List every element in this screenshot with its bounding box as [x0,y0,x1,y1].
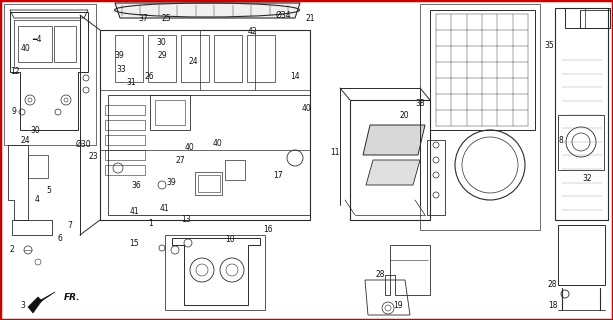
Text: 4: 4 [34,196,39,204]
Text: 28: 28 [547,280,557,289]
Text: 20: 20 [400,111,409,120]
Text: 36: 36 [131,181,141,190]
Bar [155,100,185,125]
Text: 11: 11 [330,148,340,157]
Text: 41: 41 [159,204,169,213]
Text: 30: 30 [31,126,40,135]
Bar [14,20,80,68]
Bar [420,4,540,230]
Text: 1: 1 [148,220,153,228]
Bar [165,235,265,310]
Polygon shape [363,125,425,155]
Text: 40: 40 [21,44,31,53]
Text: 5: 5 [47,186,51,195]
Text: 27: 27 [175,156,185,165]
Text: 23: 23 [89,152,99,161]
Text: 25: 25 [162,14,172,23]
Bar [214,35,242,82]
Text: 39: 39 [114,51,124,60]
Text: 40: 40 [185,143,194,152]
Text: 32: 32 [582,174,592,183]
Text: 28: 28 [376,270,386,279]
Polygon shape [366,160,420,185]
Text: 31: 31 [126,78,136,87]
Bar [148,35,176,82]
Text: 39: 39 [167,178,177,187]
Text: 10: 10 [225,235,235,244]
Bar [115,35,143,82]
Polygon shape [115,3,300,18]
Text: 13: 13 [181,215,191,224]
Text: 24: 24 [21,136,31,145]
Text: 33: 33 [116,65,126,74]
Text: 40: 40 [213,140,223,148]
Bar [105,105,145,115]
Bar [18,26,52,62]
Text: 37: 37 [138,14,148,23]
Text: 18: 18 [548,301,558,310]
Bar [108,95,310,215]
Bar [427,140,445,215]
Bar [565,8,610,28]
Text: 21: 21 [305,14,315,23]
Text: 15: 15 [129,239,139,248]
Bar [247,35,275,82]
Text: 30: 30 [156,38,166,47]
Text: 19: 19 [393,301,403,310]
Text: 14: 14 [290,72,300,81]
Text: 42: 42 [248,27,257,36]
Bar [580,10,610,28]
Polygon shape [28,292,55,313]
Bar [54,26,76,62]
Bar [181,35,209,82]
Bar [105,165,145,175]
Bar [105,120,145,130]
Bar [198,175,220,192]
Bar [105,135,145,145]
Text: 41: 41 [130,207,140,216]
Text: 29: 29 [158,51,167,60]
Bar [150,95,190,130]
Text: 40: 40 [302,104,311,113]
Text: 16: 16 [263,225,273,234]
Text: 26: 26 [144,72,154,81]
Text: Ø30: Ø30 [76,140,92,148]
Text: 8: 8 [558,136,563,145]
Text: 7: 7 [67,221,72,230]
Text: 9: 9 [11,107,16,116]
Text: 17: 17 [273,171,283,180]
Text: 3: 3 [21,301,26,310]
Bar [105,150,145,160]
Bar [4,4,96,145]
Text: 6: 6 [58,234,63,243]
Text: 12: 12 [10,67,20,76]
Text: FR.: FR. [64,293,80,302]
Text: 2: 2 [10,245,15,254]
Text: 24: 24 [189,57,199,66]
Text: Ø34: Ø34 [276,11,292,20]
Text: ━4: ━4 [32,35,42,44]
Text: 35: 35 [544,41,554,50]
Text: 38: 38 [416,99,425,108]
